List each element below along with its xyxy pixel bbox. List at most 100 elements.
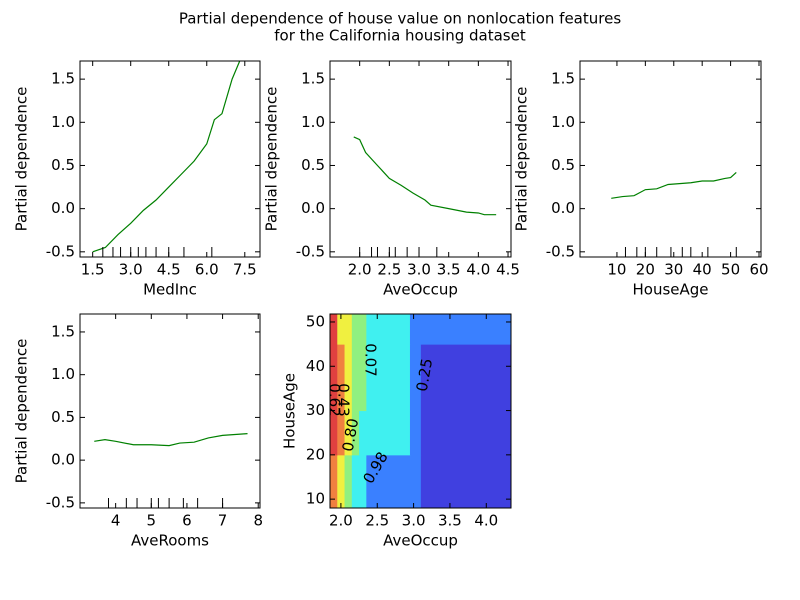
contour-label: 0.62	[326, 383, 344, 416]
y-tick-label: 0.0	[301, 199, 325, 217]
x-tick-label: 7	[218, 512, 228, 530]
contour-cell	[409, 410, 422, 456]
contour-cell	[330, 410, 338, 456]
contour-cell	[359, 314, 367, 345]
contour-cell	[409, 454, 422, 509]
contour-label: 0.80	[339, 417, 363, 453]
y-tick-label: 0.5	[51, 408, 75, 426]
x-tick-label: 3.0	[119, 261, 143, 279]
y-tick-label: 50	[306, 312, 325, 330]
y-tick-label: -0.5	[46, 242, 75, 260]
x-tick-label: 4	[111, 512, 121, 530]
contour-cell	[351, 314, 360, 345]
line	[92, 60, 241, 253]
line	[353, 136, 497, 216]
y-tick-label: 10	[306, 490, 325, 508]
y-tick-label: -0.5	[296, 242, 325, 260]
contour-cell	[330, 314, 338, 345]
contour-cell	[366, 410, 411, 456]
figure-title: Partial dependence of house value on non…	[179, 10, 621, 28]
contour-cell	[344, 314, 353, 345]
y-tick-label: 1.0	[301, 113, 325, 131]
y-tick-label: 0.0	[551, 199, 575, 217]
y-tick-label: 30	[306, 401, 325, 419]
contour-cell	[330, 344, 338, 412]
y-tick-label: 1.5	[301, 70, 325, 88]
y-tick-label: 40	[306, 357, 325, 375]
contour-label: 0.25	[413, 357, 437, 393]
y-tick-label: 0.5	[551, 156, 575, 174]
y-tick-label: 0.5	[301, 156, 325, 174]
x-tick-label: 4.0	[474, 512, 498, 530]
contour-cell	[366, 454, 411, 509]
x-tick-label: 3.0	[407, 261, 431, 279]
y-axis-label: Partial dependence	[13, 87, 31, 232]
x-axis-label: AveRooms	[131, 532, 209, 550]
y-tick-label: -0.5	[46, 493, 75, 511]
contour-cell	[366, 314, 411, 345]
contour-label: 0.07	[362, 343, 380, 376]
x-tick-label: 40	[693, 261, 712, 279]
x-tick-label: 8	[253, 512, 263, 530]
contour-cell	[359, 410, 367, 456]
contour-cell	[359, 454, 367, 509]
x-tick-label: 1.5	[81, 261, 105, 279]
y-tick-label: 0.0	[51, 199, 75, 217]
y-tick-label: 1.0	[551, 113, 575, 131]
contour-cell	[337, 410, 346, 456]
x-tick-label: 4.0	[466, 261, 490, 279]
x-tick-label: 2.0	[348, 261, 372, 279]
y-tick-label: 1.5	[51, 322, 75, 340]
line	[94, 433, 248, 447]
x-axis-label: HouseAge	[632, 281, 708, 299]
y-axis-label: Partial dependence	[13, 339, 31, 484]
x-axis-label: AveOccup	[383, 281, 458, 299]
contour-cell	[420, 344, 512, 412]
axes-frame	[79, 60, 261, 258]
x-tick-label: 30	[664, 261, 683, 279]
figure-title: for the California housing dataset	[274, 27, 526, 45]
contour-cell	[409, 344, 422, 412]
y-tick-label: 1.0	[51, 365, 75, 383]
contour-cell	[409, 314, 422, 345]
contour-cell	[337, 454, 346, 509]
contour-cell	[344, 344, 353, 412]
axes-frame	[79, 313, 261, 509]
y-tick-label: 1.5	[51, 70, 75, 88]
y-axis-label: Partial dependence	[513, 87, 531, 232]
x-tick-label: 6.0	[195, 261, 219, 279]
y-tick-label: 0.0	[51, 451, 75, 469]
contour-cell	[420, 454, 512, 509]
x-tick-label: 6	[182, 512, 192, 530]
contour-cell	[337, 344, 346, 412]
contour-cell	[344, 410, 353, 456]
contour-cell	[337, 314, 346, 345]
x-tick-label: 4.5	[157, 261, 181, 279]
x-tick-label: 3.0	[402, 512, 426, 530]
x-tick-label: 4.5	[496, 261, 520, 279]
x-tick-label: 20	[636, 261, 655, 279]
y-tick-label: 1.0	[51, 113, 75, 131]
contour-cell	[351, 454, 360, 509]
y-axis-label: HouseAge	[281, 373, 299, 449]
axes-frame	[329, 60, 512, 258]
x-tick-label: 2.0	[329, 512, 353, 530]
y-tick-label: 1.5	[551, 70, 575, 88]
y-tick-label: 0.5	[51, 156, 75, 174]
contour-cell	[344, 454, 353, 509]
x-tick-label: 7.5	[233, 261, 257, 279]
contour-cell	[359, 344, 367, 412]
x-tick-label: 2.5	[377, 261, 401, 279]
contour-label: 0.43	[335, 383, 353, 416]
x-tick-label: 50	[721, 261, 740, 279]
x-tick-label: 2.5	[365, 512, 389, 530]
x-tick-label: 10	[607, 261, 626, 279]
x-tick-label: 3.5	[437, 261, 461, 279]
x-axis-label: MedInc	[143, 281, 197, 299]
y-axis-label: Partial dependence	[263, 87, 281, 232]
x-tick-label: 60	[749, 261, 768, 279]
contour-cell	[366, 344, 411, 412]
y-tick-label: -0.5	[546, 242, 575, 260]
contour-cell	[420, 314, 512, 345]
